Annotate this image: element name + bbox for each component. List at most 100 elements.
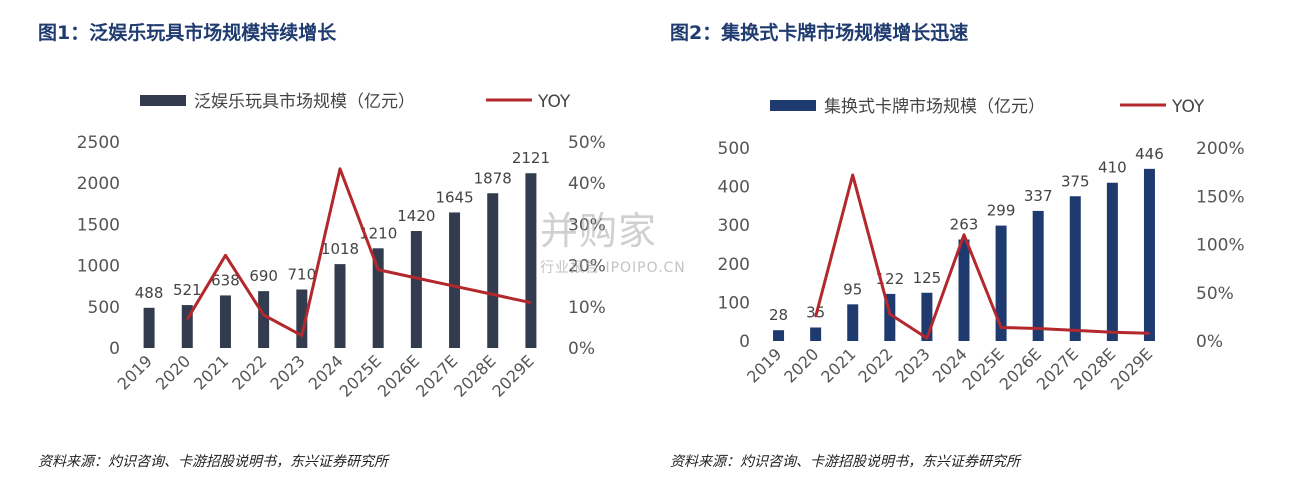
y-left-tick-label: 400: [718, 178, 750, 198]
bar: [847, 304, 859, 341]
y-right-tick-label: 0%: [568, 339, 595, 359]
legend-label-line: YOY: [537, 92, 571, 112]
yoy-point: [1074, 329, 1076, 331]
bar: [372, 248, 384, 348]
legend-label-bar: 集换式卡牌市场规模（亿元）: [824, 97, 1045, 117]
y-left-tick-label: 100: [718, 293, 750, 313]
yoy-point: [815, 316, 817, 318]
bar: [219, 295, 231, 348]
yoy-point: [186, 318, 188, 320]
x-tick-label: 2027E: [412, 351, 461, 400]
x-tick-label: 2022: [854, 344, 896, 386]
yoy-point: [339, 168, 341, 170]
data-label: 299: [987, 202, 1016, 220]
bar: [181, 305, 193, 348]
bar: [296, 289, 308, 348]
x-tick-label: 2023: [266, 351, 308, 393]
y-right-tick-label: 50%: [1196, 284, 1234, 304]
x-tick-label: 2020: [152, 351, 194, 393]
bar: [884, 293, 896, 341]
yoy-point: [1000, 326, 1002, 328]
bar: [487, 193, 499, 348]
y-right-tick-label: 20%: [568, 257, 606, 277]
y-left-tick-label: 1000: [77, 257, 120, 277]
y-left-tick-label: 2000: [77, 174, 120, 194]
yoy-point: [926, 337, 928, 339]
data-label: 1878: [474, 169, 512, 187]
data-label: 410: [1098, 159, 1127, 177]
bar: [334, 264, 346, 348]
bar: [449, 212, 461, 348]
chart-panel-right: 图2：集换式卡牌市场规模增长迅速 集换式卡牌市场规模（亿元） YOY 0 100 200…: [648, 0, 1296, 482]
source-note: 资料来源：灼识咨询、卡游招股说明书，东兴证券研究所: [38, 454, 388, 470]
y-left-tick-label: 2500: [77, 133, 120, 153]
bar-line-chart-card-market: 集换式卡牌市场规模（亿元） YOY 0 100 200 300 400 500 0% 50% 100…: [718, 97, 1245, 394]
x-tick-label: 2021: [817, 344, 859, 386]
data-label: 1210: [359, 224, 397, 242]
data-label: 28: [769, 306, 788, 324]
legend-label-bar: 泛娱乐玩具市场规模（亿元）: [194, 92, 415, 112]
x-tick-label: 2019: [114, 351, 156, 393]
legend-bar-swatch: [140, 95, 186, 106]
yoy-point: [530, 302, 532, 304]
yoy-point: [454, 285, 456, 287]
x-tick-label: 2028E: [450, 351, 499, 400]
bar: [1143, 168, 1155, 341]
data-label: 125: [913, 269, 942, 287]
data-label: 95: [843, 280, 862, 298]
y-left-tick-label: 500: [718, 139, 750, 159]
chart-panel-left: 图1：泛娱乐玩具市场规模持续增长 泛娱乐玩具市场规模（亿元） YOY 0 500 100…: [38, 22, 606, 470]
data-label: 375: [1061, 172, 1090, 190]
data-label: 488: [135, 284, 164, 302]
y-left-tick-label: 200: [718, 255, 750, 275]
yoy-line: [186, 167, 532, 338]
bar-line-chart-market-size: 泛娱乐玩具市场规模（亿元） YOY 0 500 1000 1500 2000 2500 0% 10…: [77, 92, 606, 401]
bar: [143, 307, 155, 348]
y-right-tick-label: 0%: [1196, 332, 1223, 352]
data-label: 710: [287, 265, 316, 283]
legend-label-line: YOY: [1171, 97, 1205, 117]
data-label: 1018: [321, 240, 359, 258]
yoy-point: [301, 335, 303, 337]
y-right-tick-label: 50%: [568, 133, 606, 153]
x-tick-label: 2026E: [374, 351, 423, 400]
yoy-point: [1037, 327, 1039, 329]
yoy-point: [963, 234, 965, 236]
bar: [525, 173, 537, 348]
data-label: 2121: [512, 149, 550, 167]
yoy-point: [1148, 332, 1150, 334]
data-label: 337: [1024, 187, 1053, 205]
yoy-point: [852, 174, 854, 176]
x-tick-label: 2021: [190, 351, 232, 393]
bar: [921, 292, 933, 341]
yoy-point: [377, 269, 379, 271]
y-left-tick-label: 300: [718, 216, 750, 236]
bar: [773, 330, 785, 341]
y-right-tick-label: 10%: [568, 298, 606, 318]
data-label: 690: [249, 267, 278, 285]
bar: [1106, 182, 1118, 341]
y-left-tick-label: 0: [739, 332, 750, 352]
data-label: 521: [173, 281, 202, 299]
bar: [410, 230, 422, 348]
yoy-point: [224, 254, 226, 256]
chart-title: 图1：泛娱乐玩具市场规模持续增长: [38, 22, 337, 44]
bar: [258, 291, 270, 348]
y-left-tick-label: 1500: [77, 215, 120, 235]
yoy-point: [1111, 331, 1113, 333]
x-tick-label: 2029E: [488, 351, 537, 400]
y-right-tick-label: 100%: [1196, 236, 1245, 256]
data-label: 1645: [435, 188, 473, 206]
data-label: 446: [1135, 145, 1164, 163]
x-tick-label: 2022: [228, 351, 270, 393]
yoy-line: [814, 173, 1150, 340]
y-right-tick-label: 30%: [568, 215, 606, 235]
bar: [1069, 196, 1081, 341]
y-right-tick-label: 150%: [1196, 187, 1245, 207]
chart-title: 图2：集换式卡牌市场规模增长迅速: [670, 22, 969, 44]
yoy-point: [889, 313, 891, 315]
x-tick-label: 2020: [780, 344, 822, 386]
yoy-point: [492, 293, 494, 295]
data-label: 1420: [397, 207, 435, 225]
data-label: 263: [950, 215, 979, 233]
